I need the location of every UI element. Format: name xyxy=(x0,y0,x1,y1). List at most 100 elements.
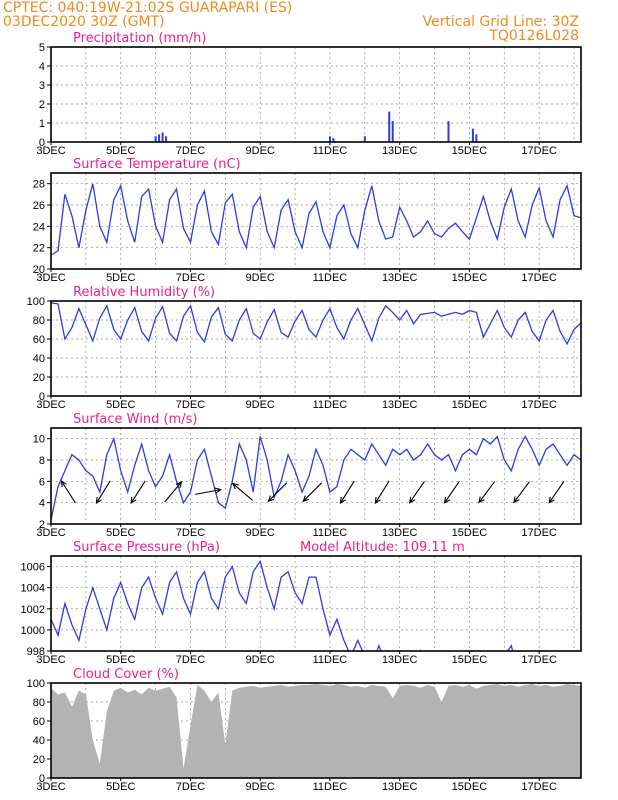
y-tick-label: 20 xyxy=(33,372,45,384)
x-tick-label: 15DEC xyxy=(452,272,488,284)
series-group xyxy=(51,559,514,651)
series-group xyxy=(51,183,581,256)
panel-0: 0 1 2 3 4 5 3DEC 5DEC 7DEC 9DEC 11DEC 13DEC 15DEC 17D… xyxy=(36,31,582,157)
x-tick-label: 11DEC xyxy=(313,527,348,539)
y-tick-label: 28 xyxy=(33,179,45,191)
wind-arrow xyxy=(409,480,425,504)
wind-arrow xyxy=(478,481,496,504)
x-tick-label: 11DEC xyxy=(313,781,348,793)
panel-title: Surface Temperature (nC) xyxy=(73,157,241,172)
panel-5: 0 20 40 60 80 100 3DEC 5DEC 7DEC 9DEC 11DEC 13DEC 15… xyxy=(27,667,582,793)
x-tick-label: 3DEC xyxy=(36,272,65,284)
x-tick-label: 11DEC xyxy=(313,399,348,411)
x-tick-label: 5DEC xyxy=(106,781,135,793)
x-tick-label: 17DEC xyxy=(521,781,557,793)
x-tick-label: 5DEC xyxy=(106,272,135,284)
precip-bar xyxy=(165,136,168,142)
x-tick-label: 7DEC xyxy=(176,399,205,411)
y-tick-label: 40 xyxy=(33,735,45,747)
wind-arrow xyxy=(164,481,183,503)
x-tick-label: 11DEC xyxy=(313,654,348,666)
y-tick-label: 60 xyxy=(33,334,45,346)
precip-bar xyxy=(388,111,391,142)
y-tick-label: 22 xyxy=(33,243,45,255)
wind-arrow xyxy=(443,480,460,504)
run-date: 03DEC2020 30Z (GMT) xyxy=(3,14,165,30)
x-tick-label: 17DEC xyxy=(521,527,557,539)
x-tick-label: 7DEC xyxy=(176,527,205,539)
x-tick-label: 15DEC xyxy=(452,145,488,157)
y-tick-label: 10 xyxy=(33,434,45,446)
series-group xyxy=(51,302,581,346)
x-tick-label: 13DEC xyxy=(382,272,418,284)
y-tick-label: 0 xyxy=(39,391,45,403)
y-tick-label: 2 xyxy=(39,519,45,531)
x-tick-label: 11DEC xyxy=(313,145,348,157)
x-tick-label: 13DEC xyxy=(382,527,418,539)
series-group xyxy=(51,111,478,142)
wind-arrow xyxy=(95,480,111,505)
wind-arrow xyxy=(548,480,565,504)
x-tick-label: 3DEC xyxy=(36,527,65,539)
y-tick-label: 1004 xyxy=(21,583,45,595)
panel-frame xyxy=(50,682,582,779)
series-line xyxy=(51,183,581,256)
y-tick-label: 1000 xyxy=(21,625,45,637)
wind-arrow xyxy=(60,479,76,504)
precip-bar xyxy=(475,134,478,142)
panel-frame xyxy=(50,555,582,652)
precip-bar xyxy=(471,128,474,142)
station-header: CPTEC: 040:19W-21:02S GUARAPARI (ES) xyxy=(3,0,292,16)
y-tick-label: 26 xyxy=(33,200,45,212)
y-tick-label: 998 xyxy=(27,646,45,658)
y-tick-label: 1 xyxy=(39,118,45,130)
panel-title: Relative Humidity (%) xyxy=(73,285,215,300)
y-tick-label: 8 xyxy=(39,455,45,467)
x-tick-label: 9DEC xyxy=(246,781,275,793)
panel-frame xyxy=(50,46,582,143)
model-altitude: Model Altitude: 109.11 m xyxy=(300,540,465,555)
x-tick-label: 7DEC xyxy=(176,654,205,666)
panel-frame xyxy=(50,300,582,397)
y-tick-label: 60 xyxy=(33,716,45,728)
panel-title: Precipitation (mm/h) xyxy=(73,31,206,46)
y-tick-label: 1006 xyxy=(21,562,45,574)
wind-arrow xyxy=(339,480,355,505)
x-tick-label: 5DEC xyxy=(106,145,135,157)
model-code: TQ0126L028 xyxy=(488,28,579,44)
precip-bar xyxy=(447,121,450,142)
precip-bar xyxy=(154,136,157,142)
panel-3: 2 4 6 8 10 3DEC 5DEC 7DEC 9DEC 11DEC 13DEC 15DEC 17D… xyxy=(33,412,582,539)
wind-arrow xyxy=(374,480,390,505)
y-tick-label: 2 xyxy=(39,99,45,111)
x-tick-label: 7DEC xyxy=(176,781,205,793)
y-tick-label: 6 xyxy=(39,476,45,488)
x-tick-label: 11DEC xyxy=(313,272,348,284)
series-group xyxy=(51,435,581,520)
series-line xyxy=(51,302,581,346)
series-group xyxy=(51,684,581,778)
precip-bar xyxy=(328,136,331,142)
x-tick-label: 3DEC xyxy=(36,145,65,157)
x-tick-label: 9DEC xyxy=(246,399,275,411)
x-tick-label: 7DEC xyxy=(176,272,205,284)
x-tick-label: 7DEC xyxy=(176,145,205,157)
y-tick-label: 100 xyxy=(27,296,45,308)
x-tick-label: 17DEC xyxy=(521,272,557,284)
x-tick-label: 13DEC xyxy=(382,654,418,666)
panel-1: 20 22 24 26 28 3DEC 5DEC 7DEC 9DEC 11DEC 13DEC 15DE… xyxy=(33,157,582,284)
panel-2: 0 20 40 60 80 100 3DEC 5DEC 7DEC 9DEC 11DEC 13DEC 15… xyxy=(27,285,582,411)
y-tick-label: 0 xyxy=(39,773,45,785)
x-tick-label: 13DEC xyxy=(382,399,418,411)
x-tick-label: 13DEC xyxy=(382,781,418,793)
panel-title: Surface Wind (m/s) xyxy=(73,412,197,427)
y-tick-label: 24 xyxy=(33,221,45,233)
x-tick-label: 9DEC xyxy=(246,145,275,157)
cloud-cover-area xyxy=(51,684,581,778)
precip-bar xyxy=(332,138,335,142)
wind-arrow xyxy=(231,482,254,501)
x-tick-label: 3DEC xyxy=(36,654,65,666)
x-tick-label: 15DEC xyxy=(452,654,488,666)
precip-bar xyxy=(391,121,394,142)
